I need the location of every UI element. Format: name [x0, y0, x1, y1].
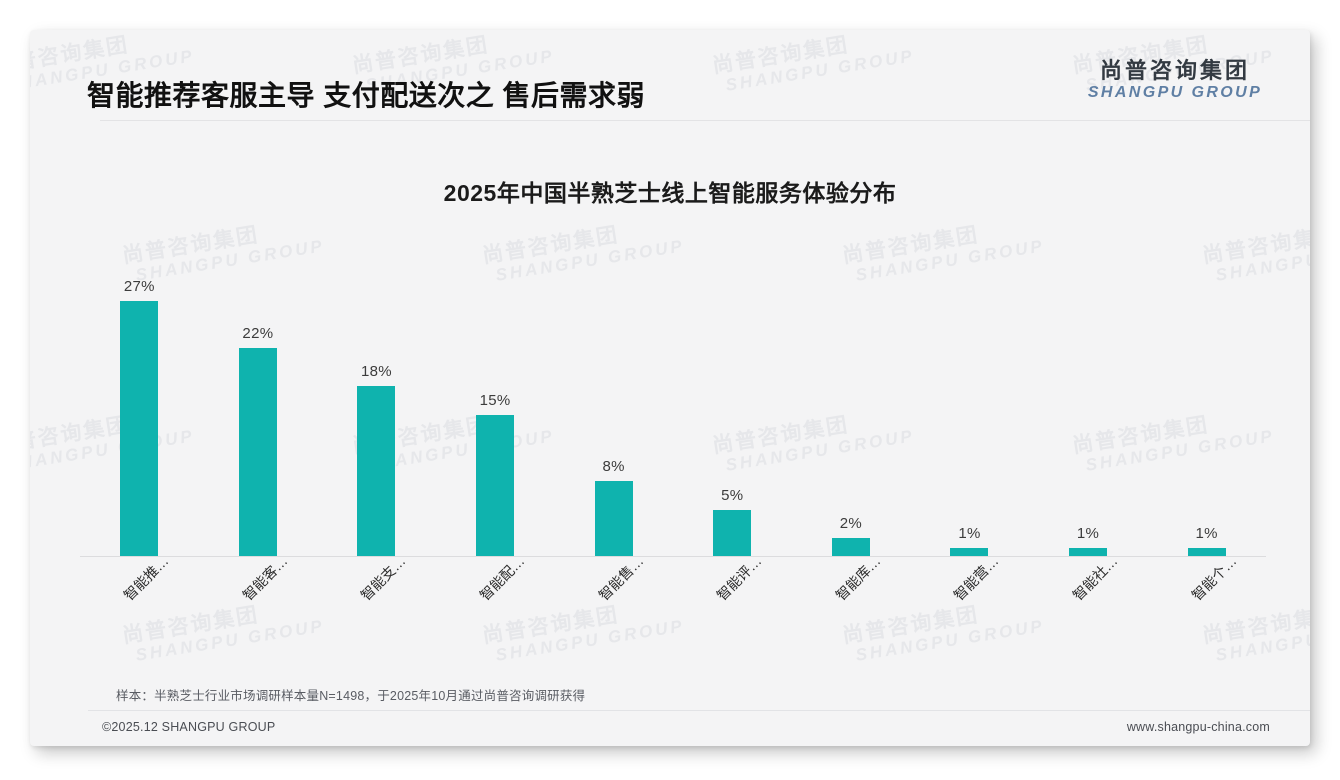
x-axis-labels: 智能推… 智能客… 智能支… 智能配… 智能售… 智能评… 智能库… 智能营… 智能社… 智能个…: [80, 553, 1266, 667]
bar[interactable]: [476, 414, 515, 557]
x-label-slot: 智能支…: [317, 553, 436, 667]
x-label-slot: 智能推…: [80, 553, 199, 667]
bar[interactable]: [950, 547, 989, 557]
chart-title: 2025年中国半熟芝士线上智能服务体验分布: [443, 180, 897, 206]
chart-plot-area: 27% 22% 18% 15% 8% 5% 2% 1% 1% 1%: [80, 245, 1266, 557]
x-axis-line: [80, 556, 1266, 557]
bar-slot: 18%: [317, 245, 436, 557]
bar[interactable]: [713, 509, 752, 557]
x-axis-label: 智能售…: [595, 552, 647, 604]
x-label-slot: 智能营…: [910, 553, 1029, 667]
x-axis-label: 智能支…: [358, 552, 410, 604]
x-axis-label: 智能配…: [476, 552, 528, 604]
x-label-slot: 智能配…: [436, 553, 555, 667]
bar-slot: 1%: [1029, 245, 1148, 557]
bar-slot: 5%: [673, 245, 792, 557]
x-axis-label: 智能个…: [1188, 552, 1240, 604]
website-link[interactable]: www.shangpu-china.com: [1126, 720, 1270, 734]
logo-chinese-text: 尚普咨询集团: [1099, 58, 1250, 83]
bar-slot: 22%: [199, 245, 318, 557]
bar[interactable]: [594, 481, 633, 557]
page-title: 智能推荐客服主导 支付配送次之 售后需求弱: [87, 80, 646, 111]
x-axis-label: 智能营…: [951, 552, 1002, 604]
x-axis-label: 智能评…: [713, 552, 765, 604]
bar-value-label: 22%: [242, 325, 274, 343]
slide-header: 智能推荐客服主导 支付配送次之 售后需求弱 尚普咨询集团 SHANGPU GRO…: [30, 30, 1310, 120]
x-axis-label: 智能客…: [239, 552, 291, 604]
bar-slot: 1%: [910, 245, 1029, 557]
bar-value-label: 27%: [123, 278, 155, 295]
x-label-slot: 智能售…: [554, 553, 673, 667]
copyright-text: ©2025.12 SHANGPU GROUP: [102, 720, 276, 734]
bar-value-label: 2%: [839, 515, 862, 533]
x-label-slot: 智能客…: [199, 553, 318, 667]
bar-value-label: 18%: [361, 363, 392, 381]
sample-note: 样本：半熟芝士行业市场调研样本量N=1498，于2025年10月通过尚普咨询调研…: [116, 689, 586, 703]
bar[interactable]: [238, 348, 277, 557]
brand-logo: 尚普咨询集团 SHANGPU GROUP: [1080, 58, 1270, 102]
bar-value-label: 1%: [1195, 524, 1218, 542]
bar-value-label: 8%: [602, 458, 625, 476]
bar-value-label: 1%: [1076, 524, 1100, 542]
bar-slot: 1%: [1147, 245, 1266, 557]
bar-value-label: 1%: [958, 524, 981, 542]
x-axis-label: 智能推…: [120, 552, 172, 604]
bar[interactable]: [831, 538, 870, 557]
bar-slot: 2%: [792, 245, 911, 557]
x-label-slot: 智能库…: [792, 553, 911, 667]
bar-slot: 8%: [554, 245, 673, 557]
bottom-bar: ©2025.12 SHANGPU GROUP www.shangpu-china…: [30, 712, 1310, 746]
footer-divider: [88, 710, 1310, 711]
bar-slot: 15%: [436, 245, 555, 557]
x-axis-label: 智能库…: [832, 552, 884, 604]
bar[interactable]: [120, 301, 159, 557]
x-label-slot: 智能社…: [1029, 553, 1148, 667]
x-label-slot: 智能个…: [1147, 553, 1266, 667]
logo-english-text: SHANGPU GROUP: [1087, 84, 1263, 102]
slide-card: 尚普咨询集团 SHANGPU GROUP 尚普咨询集团 SHANGPU GROUP 尚普…: [30, 30, 1310, 746]
bar-series: 27% 22% 18% 15% 8% 5% 2% 1% 1% 1%: [80, 245, 1266, 557]
header-divider: [100, 120, 1310, 121]
x-label-slot: 智能评…: [673, 553, 792, 667]
bar-slot: 27%: [80, 245, 199, 557]
bar[interactable]: [1069, 547, 1108, 557]
bar[interactable]: [357, 386, 396, 557]
x-axis-label: 智能社…: [1069, 552, 1121, 604]
bar-value-label: 5%: [721, 486, 744, 504]
bar-value-label: 15%: [479, 391, 511, 409]
bar[interactable]: [1187, 547, 1226, 557]
